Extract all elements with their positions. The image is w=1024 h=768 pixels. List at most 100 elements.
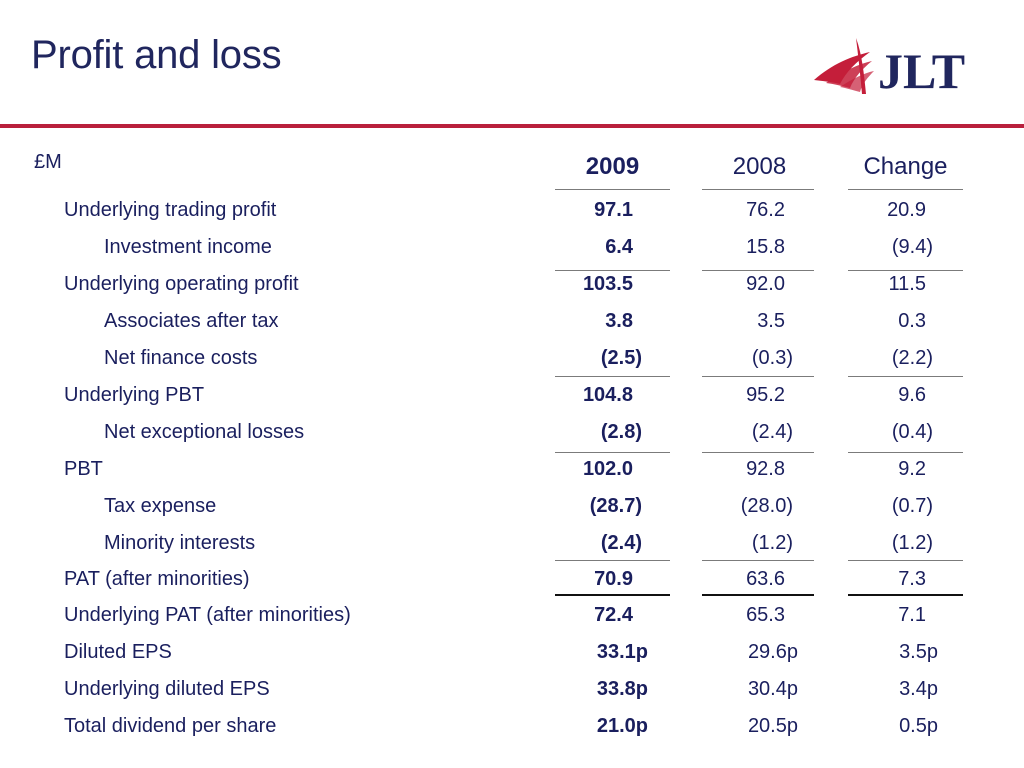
value-2009: (2.8) <box>600 421 642 443</box>
row-label: Underlying operating profit <box>64 273 299 295</box>
value-change: 20.9 <box>887 199 926 221</box>
row-label: Underlying PAT (after minorities) <box>64 604 351 626</box>
value-2008: 63.6 <box>746 568 785 590</box>
value-2008: 15.8 <box>746 236 785 258</box>
value-change: 11.5 <box>888 273 926 295</box>
value-2009: 33.8p <box>596 678 648 700</box>
table-row: PBT 102.0 92.8 9.2 <box>0 456 1024 493</box>
value-change: 9.2 <box>898 458 926 480</box>
row-label: Minority interests <box>104 532 256 554</box>
row-label: Investment income <box>104 236 272 258</box>
value-2008: 20.5p <box>747 715 798 737</box>
row-label: Underlying PBT <box>64 384 205 406</box>
value-2009: (2.4) <box>600 532 642 554</box>
table-row: Investment income 6.4 15.8 (9.4) <box>0 234 1024 271</box>
title-divider <box>0 124 1024 128</box>
value-2009: 72.4 <box>594 604 633 626</box>
value-2008: 30.4p <box>747 678 798 700</box>
sail-icon <box>814 38 874 94</box>
value-2008: (0.3) <box>751 347 793 369</box>
table-row: Minority interests (2.4) (1.2) (1.2) <box>0 530 1024 567</box>
value-change: 0.3 <box>898 310 926 332</box>
value-2008: (1.2) <box>751 532 793 554</box>
value-change: 7.3 <box>898 568 926 590</box>
column-header-2008: 2008 <box>732 153 787 180</box>
table-row: Underlying PAT (after minorities) 72.4 6… <box>0 602 1024 639</box>
unit-label: £M <box>34 151 62 173</box>
table-row: Underlying operating profit 103.5 92.0 1… <box>0 271 1024 308</box>
header-underline-2008 <box>702 189 814 190</box>
subtotal-line <box>555 270 670 271</box>
table-row: PAT (after minorities) 70.9 63.6 7.3 <box>0 566 1024 603</box>
row-label: Total dividend per share <box>64 715 277 737</box>
value-2009: 97.1 <box>594 199 633 221</box>
value-2009: 6.4 <box>605 236 633 258</box>
value-2009: (2.5) <box>600 347 642 369</box>
subtotal-line <box>848 376 963 377</box>
value-2008: 95.2 <box>746 384 785 406</box>
subtotal-line <box>848 452 963 453</box>
value-2009: 70.9 <box>594 568 633 590</box>
logo-text: JLT <box>878 43 965 99</box>
value-2009: 33.1p <box>596 641 648 663</box>
total-line <box>848 594 963 596</box>
value-2008: (28.0) <box>740 495 793 517</box>
table-row: Total dividend per share 21.0p 20.5p 0.5… <box>0 713 1024 750</box>
value-2008: 76.2 <box>746 199 785 221</box>
row-label: Underlying trading profit <box>64 199 277 221</box>
column-header-change: Change <box>863 153 948 180</box>
row-label: Associates after tax <box>104 310 279 332</box>
total-line <box>702 594 814 596</box>
row-label: Diluted EPS <box>64 641 172 663</box>
subtotal-line <box>702 376 814 377</box>
value-2009: 3.8 <box>605 310 633 332</box>
row-label: Net finance costs <box>104 347 258 369</box>
value-2008: 92.8 <box>746 458 785 480</box>
value-change: (0.7) <box>891 495 933 517</box>
value-2008: (2.4) <box>751 421 793 443</box>
subtotal-line <box>702 560 814 561</box>
value-change: 7.1 <box>898 604 926 626</box>
subtotal-line <box>848 270 963 271</box>
page-title: Profit and loss <box>31 33 282 77</box>
subtotal-line <box>702 270 814 271</box>
table-row: Underlying PBT 104.8 95.2 9.6 <box>0 382 1024 419</box>
value-change: 0.5p <box>899 715 938 737</box>
value-change: 9.6 <box>898 384 926 406</box>
value-2009: 104.8 <box>582 384 633 406</box>
value-change: (0.4) <box>891 421 933 443</box>
jlt-logo: JLT <box>814 38 965 99</box>
table-row: Tax expense (28.7) (28.0) (0.7) <box>0 493 1024 530</box>
table-row: Associates after tax 3.8 3.5 0.3 <box>0 308 1024 345</box>
value-2009: (28.7) <box>589 495 642 517</box>
value-change: 3.5p <box>899 641 938 663</box>
subtotal-line <box>848 560 963 561</box>
value-change: (2.2) <box>891 347 933 369</box>
subtotal-line <box>702 452 814 453</box>
row-label: PAT (after minorities) <box>64 568 250 590</box>
table-row: Net finance costs (2.5) (0.3) (2.2) <box>0 345 1024 382</box>
header-underline-change <box>848 189 963 190</box>
row-label: Tax expense <box>104 495 217 517</box>
value-2008: 92.0 <box>746 273 785 295</box>
header-underline-2009 <box>555 189 670 190</box>
value-2009: 103.5 <box>582 273 633 295</box>
subtotal-line <box>555 376 670 377</box>
table-row: Net exceptional losses (2.8) (2.4) (0.4) <box>0 419 1024 456</box>
total-line <box>555 594 670 596</box>
value-2009: 102.0 <box>582 458 633 480</box>
value-change: (1.2) <box>891 532 933 554</box>
row-label: PBT <box>64 458 103 480</box>
table-row: Underlying trading profit 97.1 76.2 20.9 <box>0 197 1024 234</box>
value-2008: 65.3 <box>746 604 785 626</box>
table-row: Underlying diluted EPS 33.8p 30.4p 3.4p <box>0 676 1024 713</box>
column-header-2009: 2009 <box>585 153 640 180</box>
value-2009: 21.0p <box>596 715 648 737</box>
table-row: Diluted EPS 33.1p 29.6p 3.5p <box>0 639 1024 676</box>
value-change: (9.4) <box>891 236 933 258</box>
value-2008: 3.5 <box>757 310 785 332</box>
row-label: Underlying diluted EPS <box>64 678 270 700</box>
value-2008: 29.6p <box>747 641 798 663</box>
subtotal-line <box>555 452 670 453</box>
row-label: Net exceptional losses <box>104 421 305 443</box>
